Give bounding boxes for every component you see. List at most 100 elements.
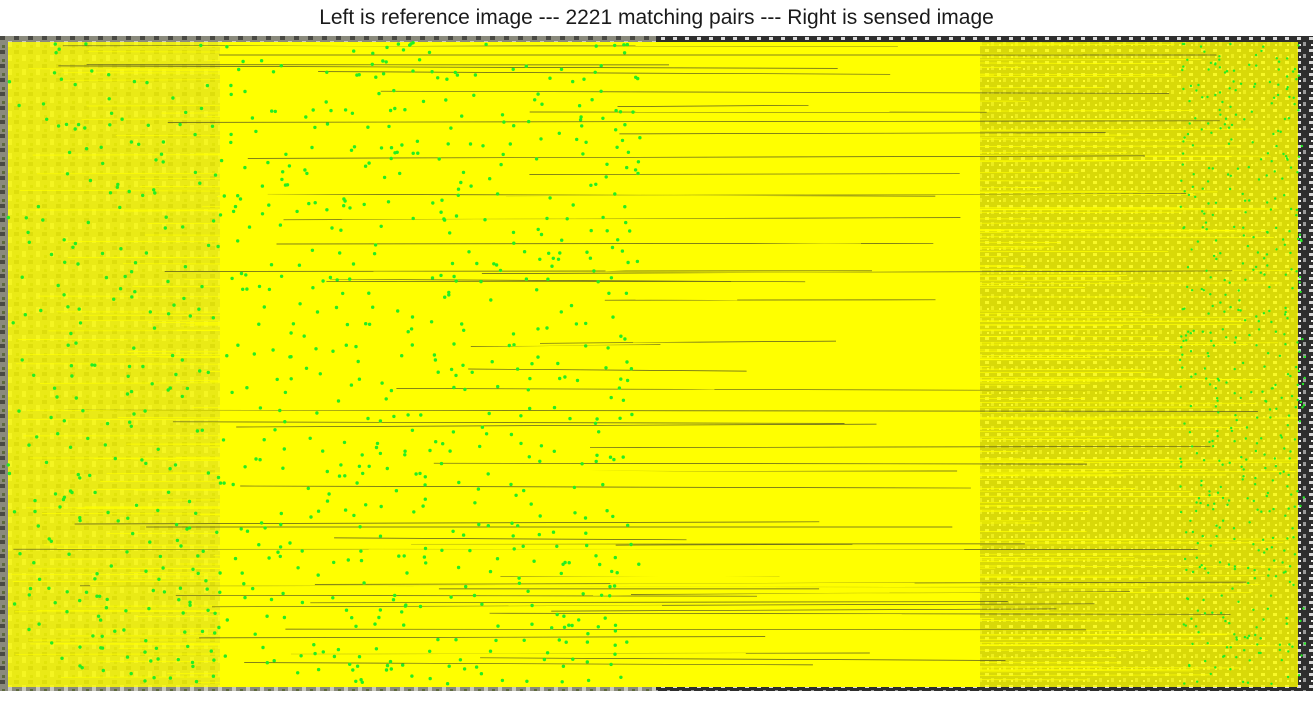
keypoint: [104, 275, 109, 280]
keypoint: [375, 441, 380, 446]
keypoint: [410, 315, 415, 319]
keypoint: [1187, 330, 1190, 333]
keypoint: [1286, 317, 1289, 320]
keypoint: [126, 374, 130, 378]
keypoint: [271, 348, 275, 352]
keypoint: [1266, 352, 1270, 355]
match-line: [134, 458, 1084, 462]
keypoint: [1256, 643, 1259, 646]
keypoint: [1180, 335, 1183, 338]
keypoint: [1233, 392, 1236, 395]
keypoint: [32, 373, 36, 377]
keypoint: [540, 102, 544, 106]
match-line: [144, 234, 1274, 238]
keypoint: [618, 110, 623, 114]
keypoint: [536, 355, 540, 359]
keypoint: [1295, 365, 1298, 369]
keypoint: [476, 487, 481, 491]
keypoint: [358, 525, 362, 529]
keypoint: [279, 511, 283, 516]
keypoint: [1247, 634, 1251, 637]
keypoint: [266, 160, 270, 165]
keypoint: [98, 618, 103, 622]
keypoint: [1273, 559, 1276, 562]
keypoint: [363, 164, 368, 168]
keypoint: [1301, 406, 1304, 409]
keypoint: [598, 562, 602, 567]
match-line: [529, 173, 960, 175]
keypoint: [364, 322, 368, 326]
match-line: [260, 366, 990, 369]
keypoint: [1289, 207, 1293, 211]
keypoint: [604, 175, 608, 179]
keypoint: [126, 516, 130, 520]
keypoint: [1296, 490, 1299, 493]
keypoint: [1211, 439, 1214, 443]
keypoint: [452, 274, 456, 279]
keypoint: [269, 597, 274, 602]
keypoint: [1243, 118, 1246, 121]
keypoint: [1181, 366, 1184, 369]
keypoint: [527, 455, 531, 459]
keypoint: [373, 243, 378, 247]
match-line: [130, 177, 1062, 182]
keypoint: [315, 310, 320, 314]
keypoint: [410, 343, 414, 347]
keypoint: [403, 449, 407, 453]
keypoint: [78, 476, 82, 480]
keypoint: [473, 501, 477, 505]
keypoint: [1188, 99, 1191, 103]
keypoint: [1190, 248, 1193, 251]
keypoint: [12, 510, 17, 514]
keypoint: [610, 245, 615, 250]
keypoint: [78, 664, 82, 668]
keypoint: [233, 556, 238, 561]
keypoint: [125, 655, 130, 659]
keypoint: [359, 558, 364, 563]
keypoint: [386, 200, 391, 204]
keypoint: [90, 363, 94, 367]
keypoint: [1233, 341, 1237, 344]
match-line: [51, 642, 1107, 646]
keypoint: [173, 463, 178, 467]
match-line: [43, 544, 983, 547]
keypoint: [1298, 350, 1301, 353]
match-line: [521, 578, 728, 582]
match-line: [64, 409, 1258, 412]
keypoint: [1201, 226, 1205, 229]
keypoint: [1270, 160, 1273, 163]
keypoint: [1270, 320, 1273, 324]
keypoint: [1209, 276, 1212, 279]
keypoint: [283, 420, 287, 424]
keypoint: [343, 199, 347, 203]
keypoint: [1196, 240, 1200, 243]
keypoint: [400, 610, 404, 614]
keypoint: [550, 264, 554, 268]
keypoint: [1254, 476, 1257, 480]
keypoint: [1284, 273, 1288, 276]
keypoint: [1206, 352, 1210, 355]
keypoint: [57, 47, 61, 51]
keypoint: [608, 455, 613, 459]
keypoint: [1229, 305, 1232, 309]
match-line: [481, 292, 793, 295]
keypoint: [37, 622, 41, 626]
keypoint: [206, 243, 211, 248]
keypoint: [27, 593, 31, 597]
keypoint: [545, 216, 549, 221]
keypoint: [194, 511, 198, 515]
keypoint: [412, 510, 416, 514]
keypoint: [74, 396, 79, 400]
keypoint: [346, 558, 350, 562]
keypoint: [394, 489, 399, 493]
keypoint: [594, 44, 598, 48]
match-line: [491, 667, 1200, 671]
keypoint: [41, 218, 45, 222]
keypoint: [1298, 233, 1302, 236]
keypoint: [355, 664, 360, 668]
keypoint: [1220, 611, 1223, 615]
keypoint: [1196, 542, 1200, 545]
keypoint: [1297, 44, 1300, 47]
keypoint: [475, 261, 479, 266]
keypoint: [378, 534, 383, 538]
